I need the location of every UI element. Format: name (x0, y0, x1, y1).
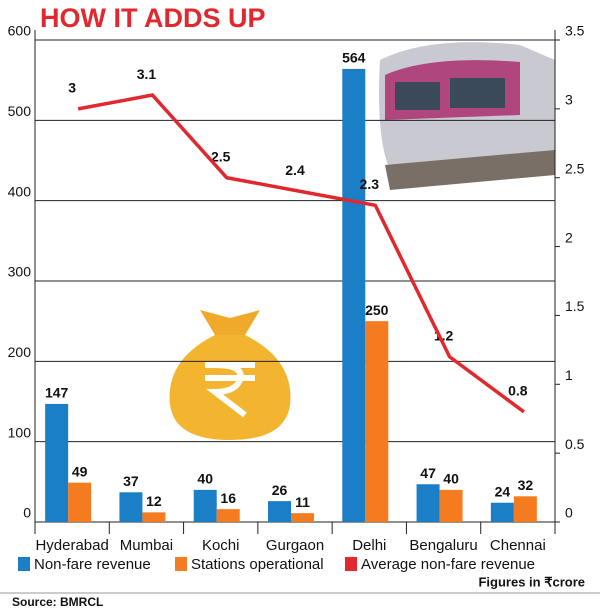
bar-value-label: 40 (443, 471, 459, 487)
bar-value-label: 564 (342, 50, 366, 66)
y-tick-label: 500 (8, 103, 32, 119)
y2-tick-label: 3.5 (565, 23, 585, 39)
line-value-label: 2.3 (360, 176, 380, 192)
line-value-label: 3 (68, 80, 76, 96)
y2-tick-label: 1 (565, 367, 573, 383)
bar-value-label: 37 (123, 473, 139, 489)
bar (291, 513, 314, 522)
line-value-label: 2.5 (211, 148, 231, 164)
legend-label: Non-fare revenue (34, 556, 151, 573)
note: Figures in ₹crore (478, 574, 585, 589)
y2-tick-label: 1.5 (565, 298, 585, 314)
y-tick-label: 600 (8, 23, 32, 39)
line (77, 93, 525, 414)
x-tick-label: Hyderabad (35, 537, 108, 554)
legend-label: Average non-fare revenue (361, 556, 535, 573)
bar (193, 489, 217, 522)
y2-tick-label: 0.5 (565, 436, 585, 452)
x-tick-label: Gurgaon (266, 537, 324, 554)
bar (119, 492, 143, 522)
bar-value-label: 11 (295, 494, 310, 510)
legend-swatch (175, 557, 187, 571)
bar-value-label: 26 (272, 482, 288, 498)
bar-value-label: 32 (518, 477, 534, 493)
y-tick-label: 400 (8, 183, 32, 199)
legend-swatch (18, 557, 30, 571)
bar (342, 68, 366, 523)
x-tick-label: Chennai (490, 537, 546, 554)
y2-tick-label: 2.5 (565, 160, 585, 176)
bar-value-label: 49 (72, 463, 88, 479)
x-tick-label: Bengaluru (409, 537, 477, 554)
bar-value-label: 47 (420, 465, 436, 481)
source: Source: BMRCL (12, 595, 103, 609)
bar (490, 502, 514, 522)
y-tick-label: 0 (23, 505, 31, 521)
y-tick-label: 100 (8, 424, 32, 440)
bar (365, 321, 389, 522)
bar (416, 484, 440, 522)
bar (268, 501, 291, 522)
x-tick-label: Delhi (352, 537, 386, 554)
bar-value-label: 40 (197, 471, 213, 487)
x-tick-label: Kochi (202, 537, 240, 554)
legend-label: Stations operational (191, 556, 324, 573)
bar (68, 482, 92, 522)
y2-tick-label: 3 (565, 92, 573, 108)
bar (142, 512, 166, 522)
train-icon (379, 42, 555, 190)
bar (216, 509, 240, 522)
line-value-label: 0.8 (508, 383, 528, 399)
bar-value-label: 250 (365, 302, 389, 318)
bar (439, 489, 463, 522)
y2-tick-label: 0 (565, 505, 573, 521)
x-tick-label: Mumbai (120, 537, 173, 554)
plot: 0 100 200 300 400 500 600 0 0.5 1 1.5 2 2.5 3 3.5 Hyder… (0, 23, 600, 609)
bar (45, 403, 69, 522)
chart-title: HOW IT ADDS UP (40, 3, 266, 33)
legend-swatch (345, 557, 357, 571)
line-value-label: 3.1 (137, 66, 157, 82)
line-value-label: 2.4 (285, 162, 305, 178)
bar-value-label: 12 (146, 493, 162, 509)
y-tick-label: 200 (8, 344, 32, 360)
bar-value-label: 24 (495, 483, 511, 499)
bar-value-label: 147 (45, 385, 69, 401)
y-tick-label: 300 (8, 264, 32, 280)
bar (513, 496, 537, 522)
bar-value-label: 16 (220, 490, 236, 506)
y2-tick-label: 2 (565, 229, 573, 245)
